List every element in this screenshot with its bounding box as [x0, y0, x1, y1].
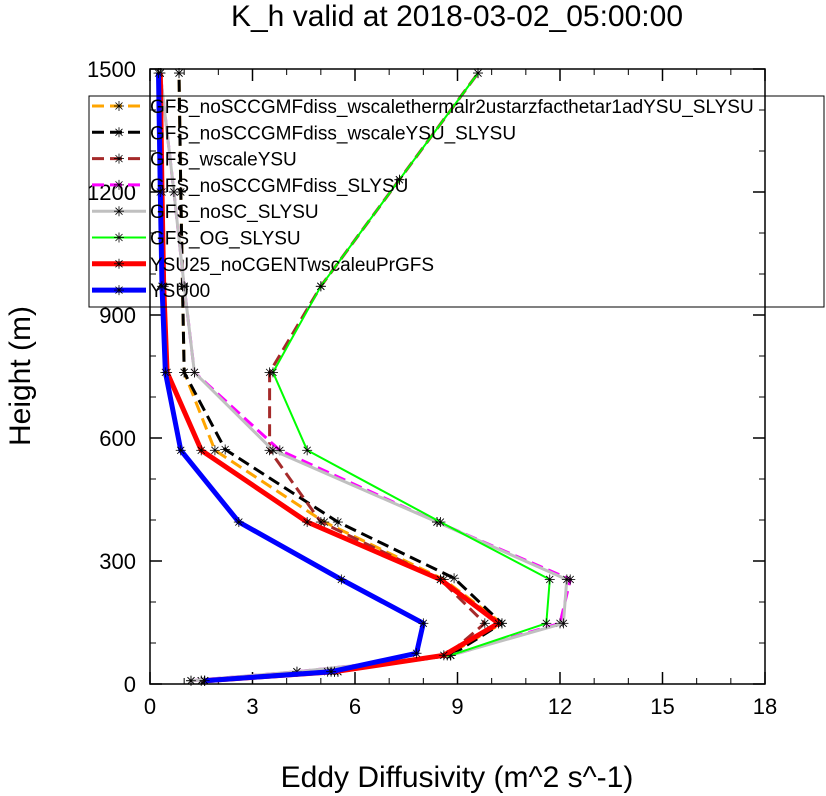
legend-label: GFS_noSC_SLYSU	[150, 202, 319, 223]
x-tick-label: 15	[650, 694, 674, 719]
legend-label: GFS_noSCCGMFdiss_SLYSU	[150, 176, 408, 197]
y-tick-label: 300	[99, 549, 136, 574]
legend-box	[88, 95, 825, 308]
series-layer	[153, 68, 576, 686]
chart-title: K_h valid at 2018-03-02_05:00:00	[231, 0, 683, 33]
y-axis-title: Height (m)	[4, 306, 37, 446]
y-tick-label: 1500	[87, 57, 136, 82]
x-tick-label: 9	[451, 694, 463, 719]
x-tick-label: 6	[349, 694, 361, 719]
x-tick-label: 12	[548, 694, 572, 719]
y-tick-label: 600	[99, 426, 136, 451]
legend-label: GFS_noSCCGMFdiss_wscaleYSU_SLYSU	[150, 123, 516, 144]
x-tick-label: 3	[246, 694, 258, 719]
legend-label: YSU25_noCGENTwscaleuPrGFS	[150, 255, 434, 276]
y-tick-label: 0	[124, 672, 136, 697]
x-tick-label: 0	[144, 694, 156, 719]
legend-label: YSU00	[150, 281, 210, 302]
x-axis-title: Eddy Diffusivity (m^2 s^-1)	[281, 761, 634, 794]
legend-label: GFS_wscaleYSU	[150, 150, 297, 171]
x-tick-label: 18	[753, 694, 777, 719]
series-7	[153, 68, 429, 686]
legend: GFS_noSCCGMFdiss_wscalethermalr2ustarzfa…	[88, 95, 825, 308]
legend-label: GFS_OG_SLYSU	[150, 229, 301, 250]
legend-label: GFS_noSCCGMFdiss_wscalethermalr2ustarzfa…	[150, 97, 754, 118]
